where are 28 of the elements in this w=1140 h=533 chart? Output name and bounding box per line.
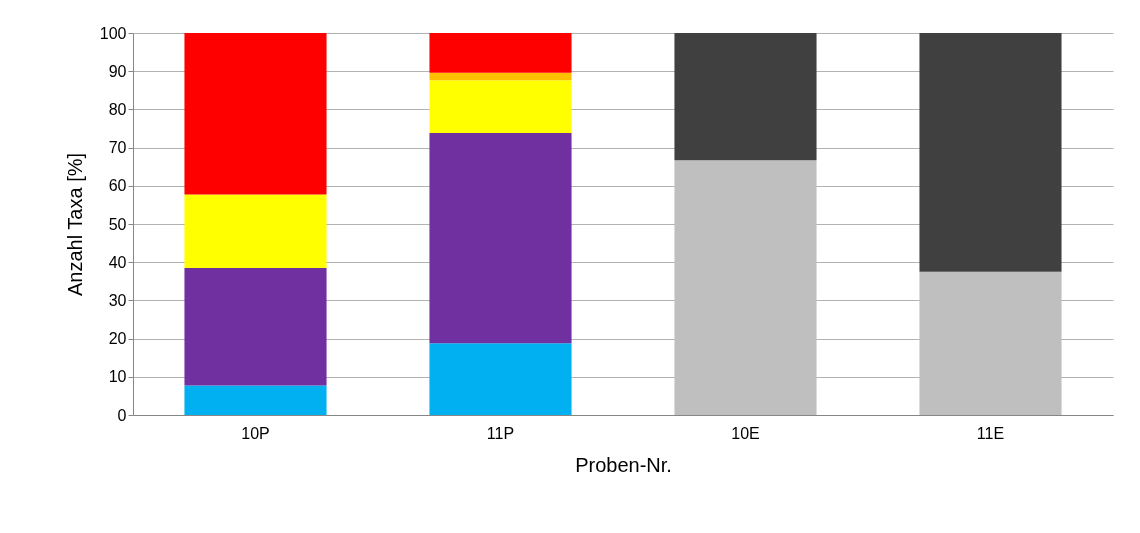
x-tick-label: 10E [731, 424, 760, 442]
x-tick-label: 10P [241, 424, 270, 442]
bar [674, 33, 817, 161]
y-tick-label: 0 [117, 406, 127, 424]
x-tick-label: 11E [976, 424, 1005, 442]
y-tick-label: 20 [108, 330, 127, 348]
bar [184, 267, 327, 386]
y-tick-label: 40 [108, 253, 127, 271]
y-tick-label: 30 [108, 291, 127, 309]
x-tick-label: 11P [486, 424, 515, 442]
bar [184, 194, 327, 268]
bar [429, 133, 572, 344]
bar [429, 80, 572, 134]
y-tick-label: 90 [108, 62, 127, 80]
y-axis-title: Anzahl Taxa [%] [63, 152, 86, 297]
y-tick-label: 50 [108, 215, 127, 233]
y-tick-label: 70 [108, 139, 127, 157]
y-tick-label: 100 [99, 24, 127, 42]
bar [184, 33, 327, 195]
bar [184, 385, 327, 415]
x-axis-title: Proben-Nr. [575, 453, 672, 476]
bar [429, 33, 572, 73]
bar [429, 343, 572, 415]
bar [919, 33, 1062, 272]
bar [429, 72, 572, 81]
y-tick-label: 10 [108, 368, 127, 386]
y-tick-label: 60 [108, 177, 127, 195]
y-tick-label: 80 [108, 100, 127, 118]
